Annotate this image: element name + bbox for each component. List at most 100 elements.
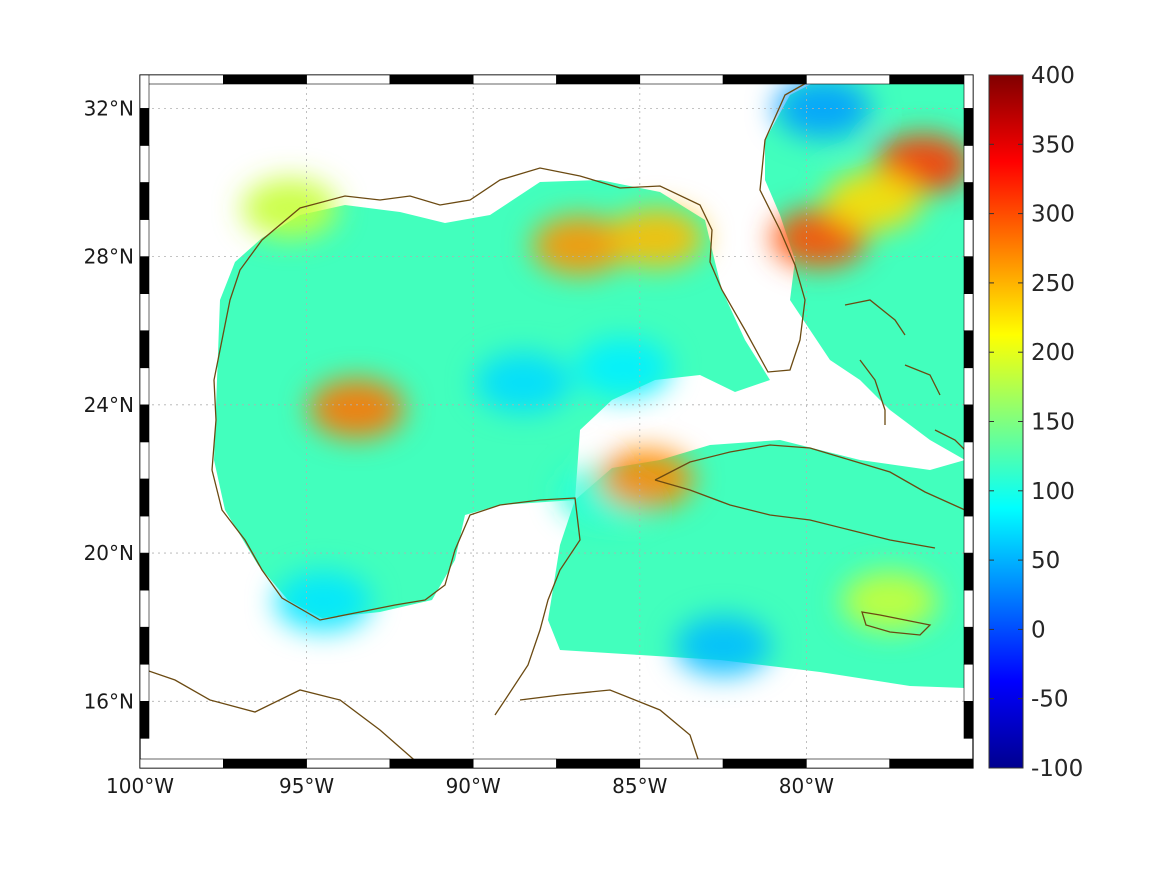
frame-segment [556,758,641,769]
lat-tick-label: 24°N [84,393,134,417]
frame-segment [139,626,150,665]
frame-segment [889,758,974,769]
frame-segment [806,74,891,85]
lat-tick-label: 20°N [84,541,134,565]
field-feature [241,178,338,239]
coastlines [140,77,966,766]
colorbar-gradient [988,74,1024,769]
colorbar-tick-label: 150 [1031,410,1075,436]
frame-segment [963,515,974,554]
frame-segment [963,219,974,257]
frame-segment [139,145,150,183]
colorbar: 400 350 300 250 200 150 100 50 0 -50 -100 [988,63,1083,782]
frame-segment [139,515,150,554]
frame-segment [963,367,974,406]
frame-segment [139,293,150,332]
frame-segment [963,663,974,702]
frame-segment [963,145,974,183]
colorbar-tick-label: 400 [1031,63,1075,89]
field-feature [675,615,772,676]
feature-layer [241,78,972,676]
colorbar-tick-label: 350 [1031,132,1075,158]
frame-segment [472,758,557,769]
lat-tick-label: 16°N [84,689,134,713]
frame-segment [963,441,974,480]
frame-segment [139,182,150,220]
frame-segment [963,478,974,517]
lon-tick-label: 95°W [279,774,334,798]
frame-segment [139,589,150,628]
field-feature [308,378,405,439]
coastline-central-america [140,667,701,766]
lat-tick-label: 32°N [84,96,134,120]
frame-segment [806,758,891,769]
field-feature [598,448,695,509]
colorbar-tick-label: -100 [1031,756,1083,782]
frame-segment [139,74,150,109]
frame-segment [556,74,641,85]
coastline-bahamas-2 [934,429,966,451]
colorbar-tick-label: 0 [1031,617,1046,643]
coastline-jamaica [861,611,932,636]
frame-segment [963,293,974,332]
frame-segment [139,256,150,294]
field-feature [775,78,872,139]
frame-segment [139,404,150,443]
frame-segment [889,74,974,85]
frame-segment [139,478,150,517]
frame-segment [139,700,150,739]
frame-segment [223,74,307,85]
frame-segment [139,663,150,702]
field-feature [275,571,372,632]
colorbar-ticks: 400 350 300 250 200 150 100 50 0 -50 -100 [989,63,1083,782]
field-feature [575,337,672,398]
field-feature [841,571,938,632]
frame-segment [389,758,474,769]
field-layer [214,78,972,688]
frame-segment [639,74,724,85]
frame-segment [306,74,391,85]
coastline-bahamas [844,299,941,425]
frame-segment [963,552,974,591]
map-frame [139,74,974,769]
frame-segment [139,758,224,769]
frame-segment [963,330,974,369]
colorbar-tick-label: 100 [1031,479,1075,505]
latitude-labels: 32°N 28°N 24°N 20°N 16°N [84,96,134,713]
frame-segment [139,552,150,591]
frame-segment [472,74,557,85]
frame-segment [963,626,974,665]
frame-segment [963,404,974,443]
frame-segment [306,758,391,769]
frame-segment [139,367,150,406]
coastline-us-gulf [211,77,816,471]
colorbar-tick-label: -50 [1031,687,1069,713]
frame-segment [722,758,807,769]
frame-segment [139,441,150,480]
colorbar-tick-label: 250 [1031,271,1075,297]
frame-segment [963,74,974,109]
colorbar-tick-label: 200 [1031,340,1075,366]
frame-segment [389,74,474,85]
lon-tick-label: 85°W [612,774,667,798]
lat-tick-label: 28°N [84,245,134,269]
colorbar-tick-label: 50 [1031,548,1060,574]
frame-segment [963,256,974,294]
frame-segment [139,74,224,85]
frame-segment [223,758,307,769]
lon-tick-label: 100°W [106,774,174,798]
plot-area [140,75,973,768]
coastline-cuba [654,444,966,549]
field-feature [608,208,705,269]
colorbar-tick-label: 300 [1031,202,1075,228]
lon-tick-label: 90°W [446,774,501,798]
field-feature [475,352,572,413]
frame-segment [963,108,974,146]
frame-segment [139,330,150,369]
lon-tick-label: 80°W [779,774,834,798]
frame-segment [963,589,974,628]
frame-segment [139,108,150,146]
frame-segment [722,74,807,85]
frame-segment [139,219,150,257]
graticule [140,75,973,768]
